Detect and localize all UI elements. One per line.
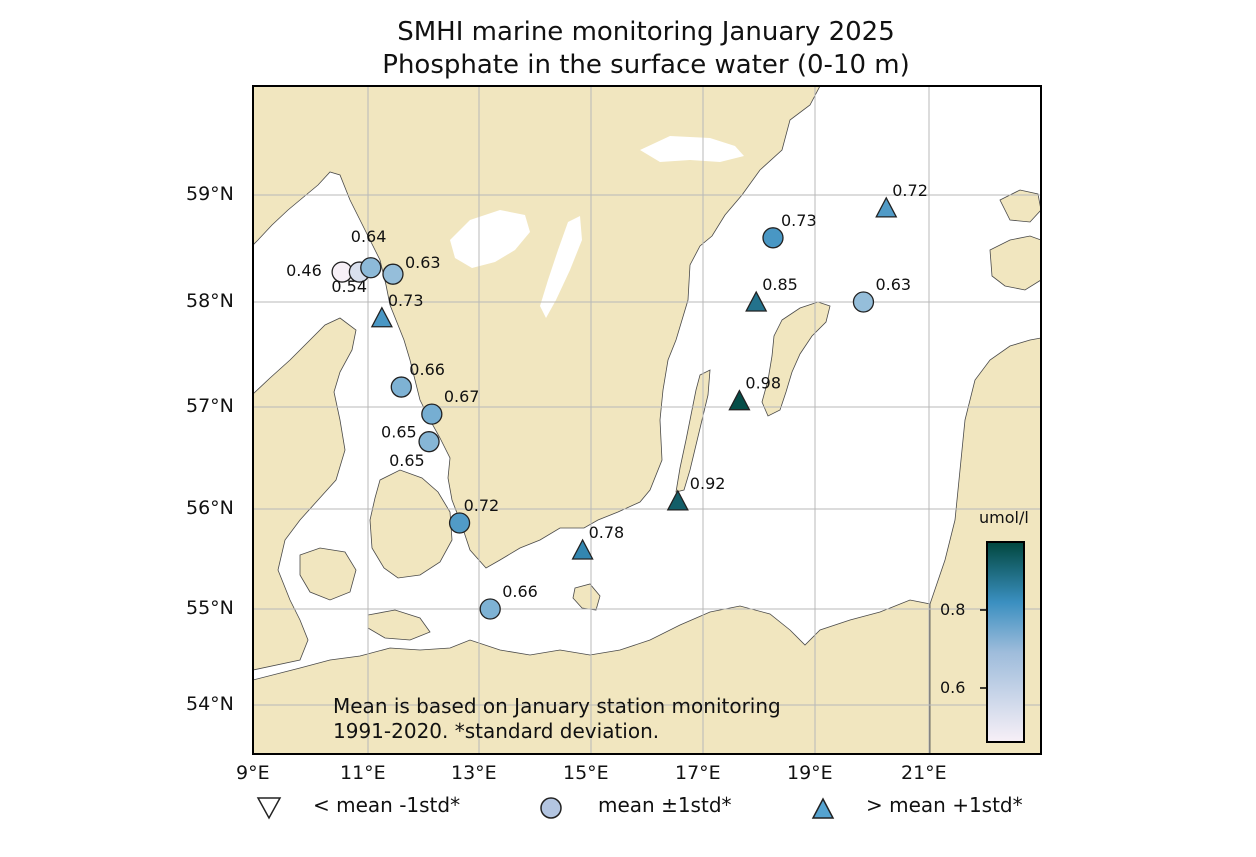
land-jutland [253, 317, 357, 671]
mean-note: Mean is based on January station monitor… [333, 694, 781, 744]
legend-down-triangle-icon [256, 797, 282, 820]
lon-label-11: 11°E [340, 762, 386, 784]
station-value-label: 0.72 [892, 181, 928, 200]
land-bornholm [572, 583, 601, 611]
station-marker [762, 227, 784, 249]
station-marker [852, 291, 875, 313]
land-hiiumaa [999, 189, 1041, 223]
station-value-label: 0.67 [444, 387, 480, 406]
station-value-label: 0.92 [690, 474, 726, 493]
map-area: 0.46 0.54 0.64 0.63 0.73 0.66 0.67 0.65 0.72 0.66… [253, 86, 1041, 754]
station-value-label: 0.66 [409, 360, 445, 379]
colorbar-tick-label-0-8: 0.8 [940, 600, 966, 619]
station-marker [390, 376, 412, 398]
station-value-label: 0.78 [589, 523, 625, 542]
land-saaremaa [989, 235, 1041, 291]
land-gotland [761, 301, 831, 417]
land-zealand [369, 469, 453, 579]
station-marker [421, 403, 443, 425]
mean-note-line-2: 1991-2020. *standard deviation. [333, 719, 660, 743]
station-marker [479, 598, 501, 620]
station-value-label: 0.85 [762, 275, 798, 294]
station-value-label: 0.98 [745, 374, 781, 393]
station-marker [418, 431, 440, 453]
lon-label-17: 17°E [675, 762, 721, 784]
lon-label-9: 9°E [236, 762, 270, 784]
legend-above-label: > mean +1std* [866, 793, 1023, 817]
legend-below-label: < mean -1std* [313, 793, 461, 817]
lake-vattern [540, 216, 582, 318]
lat-label-58: 58°N [186, 290, 234, 312]
lake-malaren [640, 136, 744, 162]
land-funen [299, 547, 357, 601]
station-marker [370, 306, 393, 328]
graticule [253, 86, 1041, 754]
station-marker [571, 538, 594, 560]
station-markers [331, 196, 898, 620]
station-value-label: 0.46 [286, 261, 322, 280]
lat-label-54: 54°N [186, 693, 234, 715]
station-marker [360, 257, 382, 279]
colorbar [980, 541, 1025, 743]
map-frame [252, 85, 1042, 755]
legend-within-label: mean ±1std* [598, 793, 732, 817]
lake-vanern [450, 210, 530, 268]
station-marker [745, 290, 768, 312]
map-title-line-2: Phosphate in the surface water (0-10 m) [382, 50, 910, 80]
colorbar-tick-label-0-6: 0.6 [940, 678, 966, 697]
land-scandinavia [253, 86, 821, 569]
lon-label-21: 21°E [901, 762, 947, 784]
legend-up-triangle-icon [811, 797, 835, 819]
station-value-label: 0.65 [381, 423, 417, 442]
station-value-label: 0.73 [781, 211, 817, 230]
station-value-label: 0.54 [331, 277, 367, 296]
station-marker [875, 196, 898, 218]
lat-label-59: 59°N [186, 183, 234, 205]
colorbar-gradient [986, 541, 1025, 743]
lon-label-19: 19°E [787, 762, 833, 784]
station-value-label: 0.64 [351, 227, 387, 246]
map-title-line-1: SMHI marine monitoring January 2025 [397, 17, 895, 47]
land-lolland [367, 609, 431, 641]
mean-note-line-1: Mean is based on January station monitor… [333, 694, 781, 718]
lat-label-55: 55°N [186, 597, 234, 619]
legend-circle-icon [540, 797, 562, 819]
station-value-label: 0.63 [405, 253, 441, 272]
lat-label-57: 57°N [186, 395, 234, 417]
station-value-label: 0.72 [464, 496, 500, 515]
station-marker [728, 389, 751, 411]
station-marker [448, 512, 471, 534]
station-value-label: 0.66 [502, 582, 538, 601]
station-value-label: 0.73 [388, 291, 424, 310]
station-marker [382, 263, 404, 285]
land-oland [675, 369, 711, 493]
station-value-labels: 0.46 0.54 0.64 0.63 0.73 0.66 0.67 0.65 0.72 0.66… [286, 181, 928, 601]
colorbar-unit: umol/l [979, 508, 1029, 527]
lat-label-56: 56°N [186, 497, 234, 519]
station-value-label: 0.63 [875, 275, 911, 294]
station-value-label: 0.65 [389, 451, 425, 470]
lon-label-15: 15°E [563, 762, 609, 784]
station-marker [666, 489, 689, 511]
lon-label-13: 13°E [451, 762, 497, 784]
